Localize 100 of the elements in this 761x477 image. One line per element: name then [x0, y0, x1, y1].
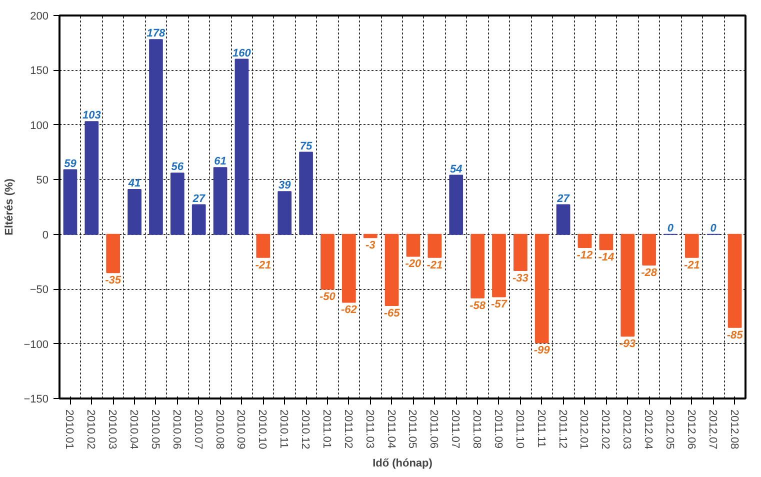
bar: [384, 234, 399, 306]
bar: [170, 172, 184, 235]
data-label: 178: [146, 28, 166, 40]
x-tick-label: 2010.05: [148, 410, 161, 450]
x-tick-label: 2011.08: [470, 410, 483, 448]
data-label: 0: [710, 222, 718, 234]
data-label: 56: [171, 161, 184, 174]
data-label: -3: [365, 240, 376, 252]
y-tick-label: 100: [30, 120, 49, 132]
data-label: -28: [641, 266, 658, 279]
x-tick-label: 2010.12: [299, 410, 312, 450]
bar: [578, 234, 592, 248]
data-label: -85: [726, 329, 744, 342]
x-tick-label: 2010.09: [234, 410, 247, 450]
data-label: 103: [82, 110, 101, 122]
x-tick-label: 2010.03: [106, 410, 118, 450]
y-tick-label: −150: [24, 394, 49, 406]
x-tick-label: 2012.01: [578, 410, 590, 450]
x-tick-label: 2010.01: [63, 410, 76, 450]
x-tick-label: 2011.04: [384, 410, 397, 448]
bar: [256, 234, 270, 258]
bar: [449, 174, 464, 235]
bar: [620, 234, 635, 337]
data-label: 61: [214, 156, 226, 168]
bar: [149, 39, 163, 235]
data-label: -21: [684, 259, 700, 272]
bar: [534, 234, 549, 344]
bar: [363, 234, 378, 238]
bar: [278, 191, 292, 235]
bar: [234, 58, 249, 235]
y-tick-label: 150: [30, 65, 49, 78]
data-label: 41: [127, 177, 141, 190]
data-label: -57: [491, 298, 508, 311]
x-tick-label: 2011.09: [492, 410, 504, 448]
data-label: 160: [232, 47, 252, 60]
x-tick-label: 2010.07: [192, 410, 204, 450]
y-tick-label: 0: [42, 229, 49, 242]
x-tick-label: 2012.06: [684, 410, 697, 450]
bar: [492, 234, 506, 298]
bar: [513, 234, 528, 271]
bar: [428, 234, 442, 258]
bar: [213, 167, 228, 235]
x-tick-label: 2011.06: [428, 410, 440, 448]
x-tick-label: 2010.10: [256, 410, 268, 450]
bar: [128, 188, 142, 235]
data-label: -12: [576, 249, 593, 262]
bar: [599, 234, 614, 250]
x-tick-label: 2012.02: [599, 410, 612, 450]
bar: [728, 234, 742, 328]
data-label: -33: [512, 272, 528, 284]
data-label: 39: [278, 180, 292, 192]
bar: [642, 234, 656, 266]
bar: [299, 152, 313, 235]
data-label: -58: [470, 300, 486, 312]
x-axis-title: Idő (hónap): [372, 457, 433, 470]
data-label: -21: [426, 259, 443, 272]
data-label: -35: [105, 274, 122, 287]
data-label: 27: [556, 192, 570, 205]
data-label: -14: [598, 252, 614, 264]
data-label: -99: [534, 344, 551, 357]
bar: [63, 169, 78, 235]
x-tick-label: 2011.10: [513, 410, 526, 448]
data-label: 0: [667, 222, 674, 234]
x-tick-label: 2011.02: [342, 410, 354, 448]
data-label: -20: [405, 258, 422, 270]
x-tick-label: 2010.11: [278, 410, 290, 448]
x-tick-label: 2010.04: [128, 410, 140, 450]
y-tick-label: −100: [24, 338, 49, 351]
x-tick-label: 2012.08: [728, 410, 740, 450]
x-tick-label: 2010.06: [170, 410, 182, 450]
bar: [406, 234, 420, 257]
bar: [470, 234, 484, 298]
y-tick-label: −50: [30, 284, 49, 296]
bar: [684, 234, 699, 258]
data-label: -21: [255, 259, 272, 272]
bar: [84, 121, 99, 235]
data-label: -62: [340, 304, 357, 316]
bar: [342, 234, 356, 303]
x-tick-label: 2012.03: [620, 410, 633, 450]
x-tick-label: 2011.11: [534, 410, 547, 448]
x-tick-label: 2010.02: [84, 410, 97, 450]
data-label: -65: [384, 307, 401, 320]
x-tick-label: 2011.01: [320, 410, 332, 448]
bar: [320, 234, 334, 290]
y-axis-title: Eltérés (%): [4, 178, 16, 236]
x-tick-label: 2011.03: [363, 410, 376, 448]
bar: [556, 204, 570, 235]
y-tick-label: 50: [36, 174, 49, 187]
bar: [106, 234, 120, 274]
bar: [192, 204, 206, 235]
x-tick-label: 2011.05: [406, 410, 418, 448]
data-label: 54: [450, 163, 462, 176]
x-tick-label: 2011.12: [556, 410, 568, 448]
x-tick-label: 2012.07: [706, 410, 718, 450]
data-label: 75: [300, 140, 314, 152]
data-label: -93: [620, 338, 636, 350]
data-label: -50: [320, 291, 336, 304]
data-label: 59: [64, 158, 78, 170]
y-tick-label: 200: [30, 10, 49, 22]
data-label: 27: [192, 192, 206, 205]
